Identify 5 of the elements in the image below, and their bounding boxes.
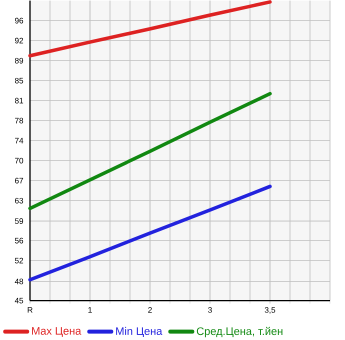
line-series: [28, 184, 272, 282]
legend-label: Min Цена: [116, 326, 162, 337]
legend-label: Сред.Цена, т.йен: [196, 326, 282, 338]
legend-label: Max Цена: [32, 326, 82, 337]
line-series: [28, 0, 272, 58]
